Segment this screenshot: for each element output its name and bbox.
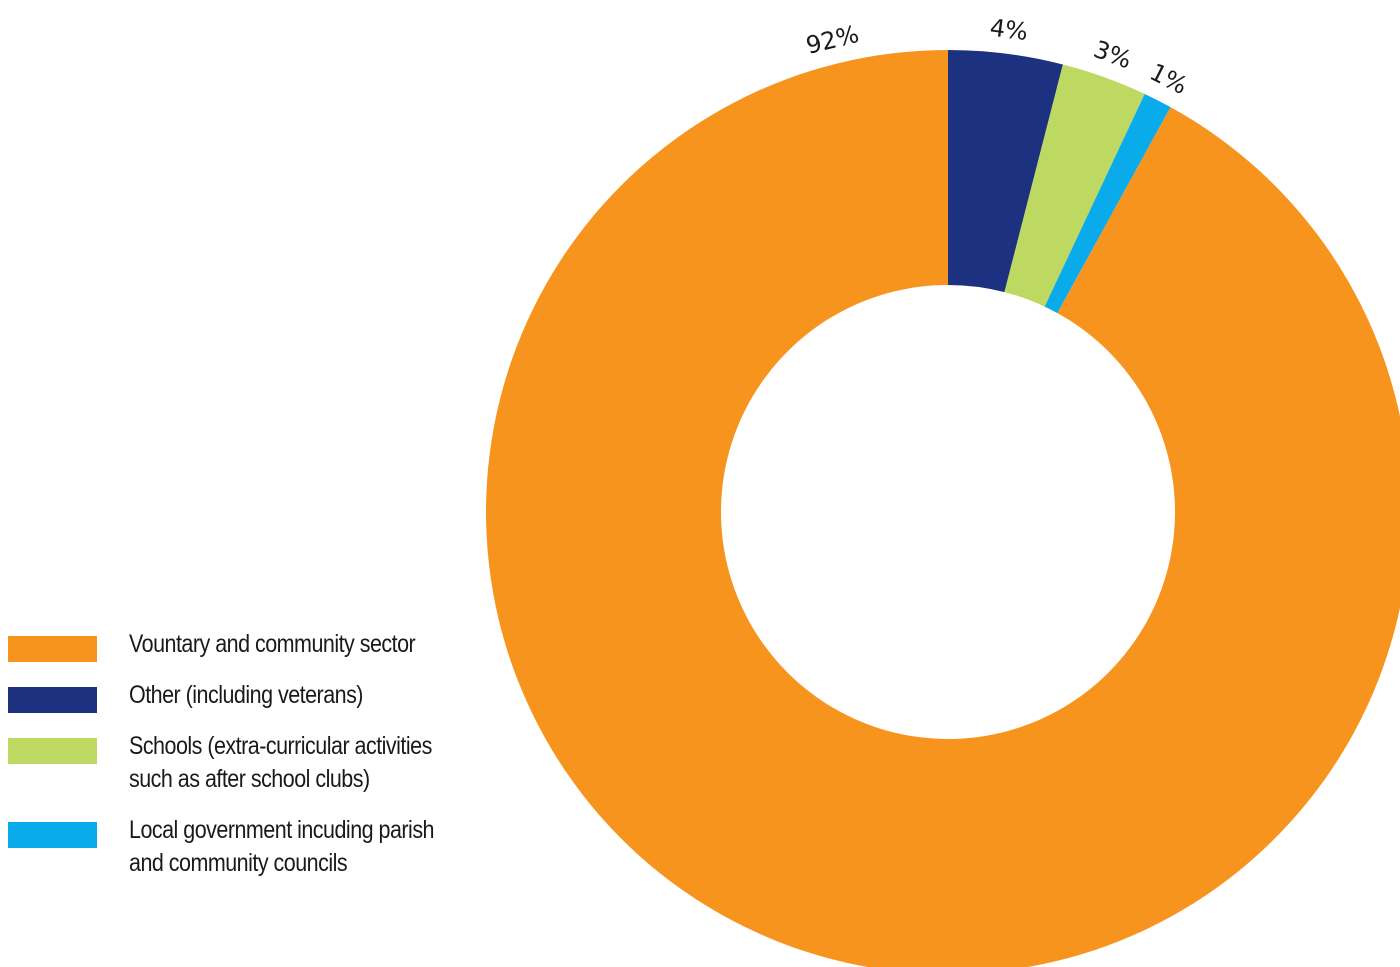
legend-swatch-voluntary-community <box>8 636 97 662</box>
pct-label-schools: 3% <box>1090 35 1135 74</box>
legend-swatch-local-government <box>8 822 97 848</box>
legend-item-schools: Schools (extra-curricular activities suc… <box>8 730 468 796</box>
donut-slices <box>486 50 1400 967</box>
pct-label-local-government: 1% <box>1145 58 1192 100</box>
legend-label-schools: Schools (extra-curricular activities suc… <box>129 732 432 793</box>
legend-label-other: Other (including veterans) <box>129 681 363 709</box>
legend-item-voluntary-community: Vountary and community sector <box>8 628 468 662</box>
slice-local-government <box>1044 93 1171 314</box>
slice-other <box>948 50 1063 293</box>
legend-item-other: Other (including veterans) <box>8 679 468 713</box>
legend-item-local-government: Local government incuding parish and com… <box>8 814 468 880</box>
legend-swatch-other <box>8 687 97 713</box>
legend-label-local-government: Local government incuding parish and com… <box>129 816 435 877</box>
slice-voluntary-community <box>486 50 1400 967</box>
pct-label-voluntary-community: 92% <box>803 20 861 60</box>
slice-schools <box>1004 64 1145 307</box>
pct-label-other: 4% <box>988 14 1029 47</box>
legend-swatch-schools <box>8 738 97 764</box>
legend: Vountary and community sector Other (inc… <box>8 628 468 898</box>
legend-label-voluntary-community: Vountary and community sector <box>129 630 416 658</box>
